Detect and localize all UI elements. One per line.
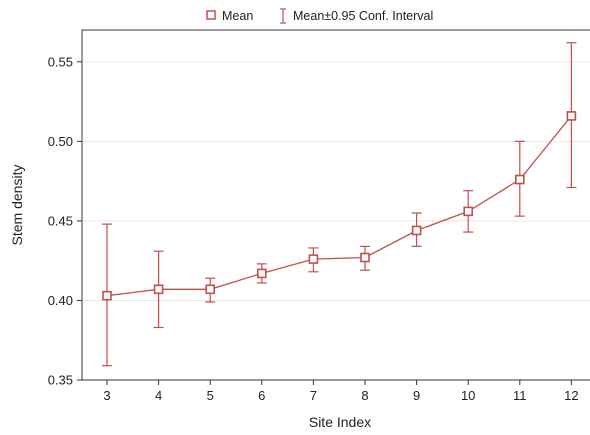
y-tick-label: 0.50 bbox=[48, 134, 73, 149]
x-tick-label: 4 bbox=[155, 388, 162, 403]
y-axis: 0.35 0.40 0.45 0.50 0.55 bbox=[48, 54, 82, 388]
x-axis-title: Site Index bbox=[309, 414, 371, 430]
x-tick-label: 8 bbox=[361, 388, 368, 403]
gridlines bbox=[82, 61, 590, 301]
x-tick-label: 6 bbox=[258, 388, 265, 403]
mean-point bbox=[360, 252, 370, 263]
plot-area: 0.35 0.40 0.45 0.50 0.55 3 4 5 6 7 8 9 10 11 12 bbox=[48, 29, 590, 403]
y-tick-label: 0.40 bbox=[48, 293, 73, 308]
x-axis: 3 4 5 6 7 8 9 10 11 12 bbox=[103, 380, 579, 403]
mean-point bbox=[566, 111, 577, 121]
legend-ci-label: Mean±0.95 Conf. Interval bbox=[293, 9, 433, 23]
mean-point bbox=[205, 284, 215, 295]
mean-point bbox=[153, 284, 164, 295]
legend: Mean Mean±0.95 Conf. Interval bbox=[206, 8, 433, 24]
legend-mean-marker bbox=[206, 10, 216, 20]
mean-point bbox=[308, 254, 319, 264]
mean-line bbox=[106, 115, 572, 297]
x-tick-label: 7 bbox=[310, 388, 317, 403]
mean-markers bbox=[102, 111, 577, 301]
x-tick-label: 3 bbox=[103, 388, 110, 403]
y-axis-title: Stem density bbox=[9, 165, 25, 246]
mean-point bbox=[256, 268, 267, 279]
x-tick-label: 5 bbox=[207, 388, 214, 403]
y-tick-label: 0.45 bbox=[48, 213, 73, 228]
legend-mean-label: Mean bbox=[222, 9, 253, 23]
y-tick-label: 0.55 bbox=[48, 54, 73, 69]
mean-point bbox=[463, 206, 474, 217]
mean-point bbox=[514, 174, 525, 185]
x-tick-label: 12 bbox=[564, 388, 578, 403]
error-bars bbox=[102, 42, 577, 367]
mean-point bbox=[102, 290, 112, 301]
x-tick-label: 10 bbox=[461, 388, 475, 403]
plot-frame bbox=[81, 29, 590, 381]
x-tick-label: 11 bbox=[513, 388, 527, 403]
y-tick-label: 0.35 bbox=[48, 373, 73, 388]
x-tick-label: 9 bbox=[413, 388, 420, 403]
mean-point bbox=[411, 225, 422, 236]
legend-ci-marker bbox=[280, 8, 286, 24]
